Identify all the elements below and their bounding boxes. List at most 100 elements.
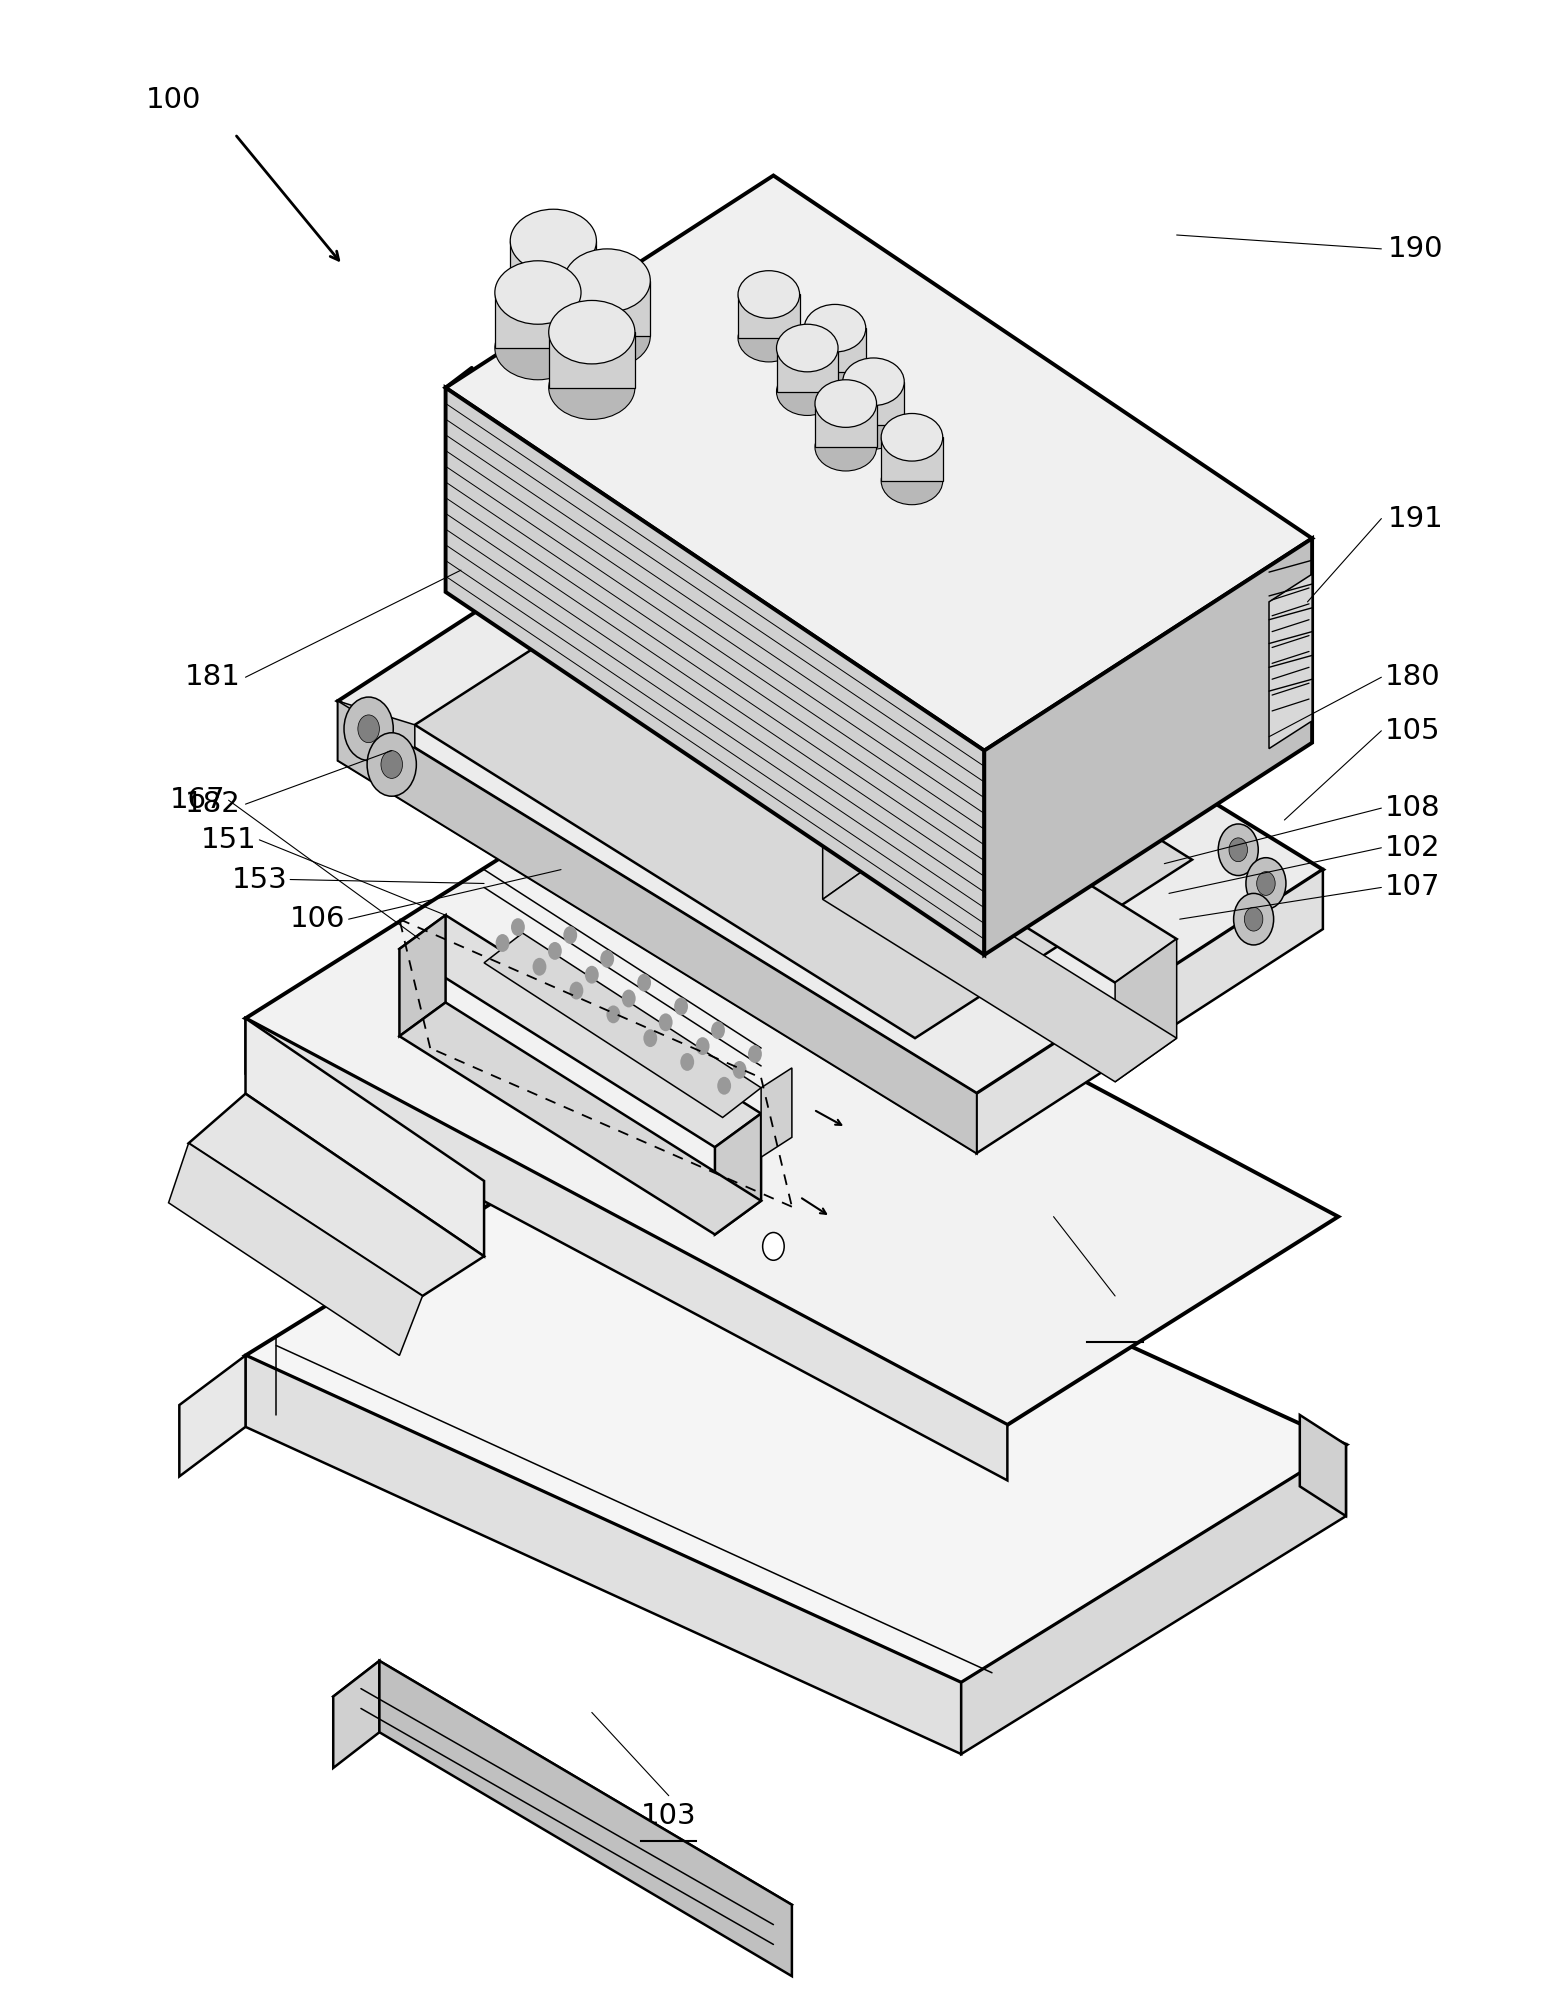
Polygon shape	[843, 381, 904, 425]
Polygon shape	[339, 701, 977, 1152]
Polygon shape	[245, 1118, 1346, 1683]
Polygon shape	[339, 701, 977, 1152]
Circle shape	[680, 1052, 694, 1070]
Circle shape	[345, 697, 393, 761]
Circle shape	[1233, 893, 1273, 945]
Ellipse shape	[495, 262, 581, 324]
Circle shape	[606, 1004, 620, 1022]
Circle shape	[533, 959, 547, 977]
Circle shape	[717, 1076, 731, 1094]
Polygon shape	[339, 477, 1323, 1094]
Ellipse shape	[843, 357, 904, 405]
Polygon shape	[823, 857, 1177, 1082]
Ellipse shape	[564, 304, 651, 367]
Circle shape	[733, 1060, 747, 1078]
Polygon shape	[334, 1662, 792, 1941]
Polygon shape	[977, 869, 1323, 1152]
Polygon shape	[495, 292, 581, 347]
Circle shape	[711, 1020, 725, 1038]
Circle shape	[621, 991, 635, 1006]
Polygon shape	[961, 1444, 1346, 1753]
Ellipse shape	[548, 355, 635, 419]
Circle shape	[1256, 871, 1275, 895]
Ellipse shape	[843, 401, 904, 449]
Text: 181: 181	[185, 663, 241, 691]
Ellipse shape	[776, 367, 839, 415]
Polygon shape	[446, 176, 1312, 751]
Text: 182: 182	[185, 791, 241, 819]
Polygon shape	[1115, 939, 1177, 1082]
Ellipse shape	[776, 324, 839, 371]
Polygon shape	[245, 811, 1339, 1426]
Polygon shape	[685, 477, 691, 605]
Ellipse shape	[548, 300, 635, 363]
Ellipse shape	[881, 457, 943, 505]
Polygon shape	[564, 282, 651, 335]
Text: 191: 191	[1387, 505, 1443, 533]
Text: 107: 107	[1384, 873, 1440, 901]
Text: 108: 108	[1384, 795, 1440, 823]
Polygon shape	[399, 915, 446, 1036]
Text: 100: 100	[146, 86, 200, 114]
Text: A: A	[505, 1094, 525, 1122]
Circle shape	[548, 943, 562, 961]
Polygon shape	[823, 757, 1177, 983]
Circle shape	[637, 975, 651, 993]
Circle shape	[495, 935, 509, 953]
Text: 180: 180	[1384, 663, 1440, 691]
Polygon shape	[415, 547, 1193, 1038]
Polygon shape	[804, 328, 865, 371]
Polygon shape	[823, 757, 884, 899]
Ellipse shape	[738, 272, 800, 318]
Text: 153: 153	[231, 865, 287, 893]
Polygon shape	[485, 933, 761, 1118]
Polygon shape	[399, 915, 761, 1146]
Polygon shape	[714, 1114, 761, 1234]
Text: B: B	[643, 957, 663, 985]
Polygon shape	[245, 1018, 1008, 1480]
Circle shape	[570, 983, 584, 998]
Circle shape	[367, 733, 416, 797]
Ellipse shape	[815, 423, 876, 471]
Polygon shape	[1300, 1416, 1346, 1516]
Text: 190: 190	[1387, 236, 1443, 264]
Ellipse shape	[511, 210, 596, 274]
Ellipse shape	[495, 316, 581, 379]
Polygon shape	[985, 539, 1312, 955]
Ellipse shape	[738, 314, 800, 361]
Ellipse shape	[881, 413, 943, 461]
Circle shape	[763, 1232, 784, 1260]
Polygon shape	[334, 1662, 379, 1767]
Circle shape	[601, 951, 613, 969]
Circle shape	[578, 611, 606, 647]
Polygon shape	[339, 701, 415, 785]
Circle shape	[564, 927, 578, 945]
Text: 103: 103	[641, 1801, 697, 1829]
Polygon shape	[761, 1068, 792, 1156]
Polygon shape	[738, 294, 800, 337]
Circle shape	[585, 967, 599, 985]
Circle shape	[357, 715, 379, 743]
Text: 167: 167	[169, 787, 225, 815]
Text: 105: 105	[1384, 717, 1440, 745]
Circle shape	[1218, 825, 1258, 875]
Polygon shape	[815, 403, 876, 447]
Circle shape	[916, 815, 944, 851]
Circle shape	[1244, 907, 1263, 931]
Ellipse shape	[564, 250, 651, 312]
Text: 151: 151	[200, 827, 256, 855]
Polygon shape	[776, 347, 839, 391]
Polygon shape	[188, 1094, 485, 1296]
Text: 101: 101	[1087, 1302, 1143, 1330]
Text: FIG. 2: FIG. 2	[800, 1146, 885, 1174]
Circle shape	[1228, 839, 1247, 861]
Circle shape	[1246, 857, 1286, 909]
Circle shape	[511, 919, 525, 937]
Polygon shape	[245, 1356, 961, 1753]
Circle shape	[780, 1210, 804, 1242]
Ellipse shape	[815, 379, 876, 427]
Circle shape	[749, 1044, 763, 1062]
Polygon shape	[179, 1356, 245, 1476]
Text: 106: 106	[290, 905, 346, 933]
Polygon shape	[169, 1142, 422, 1356]
